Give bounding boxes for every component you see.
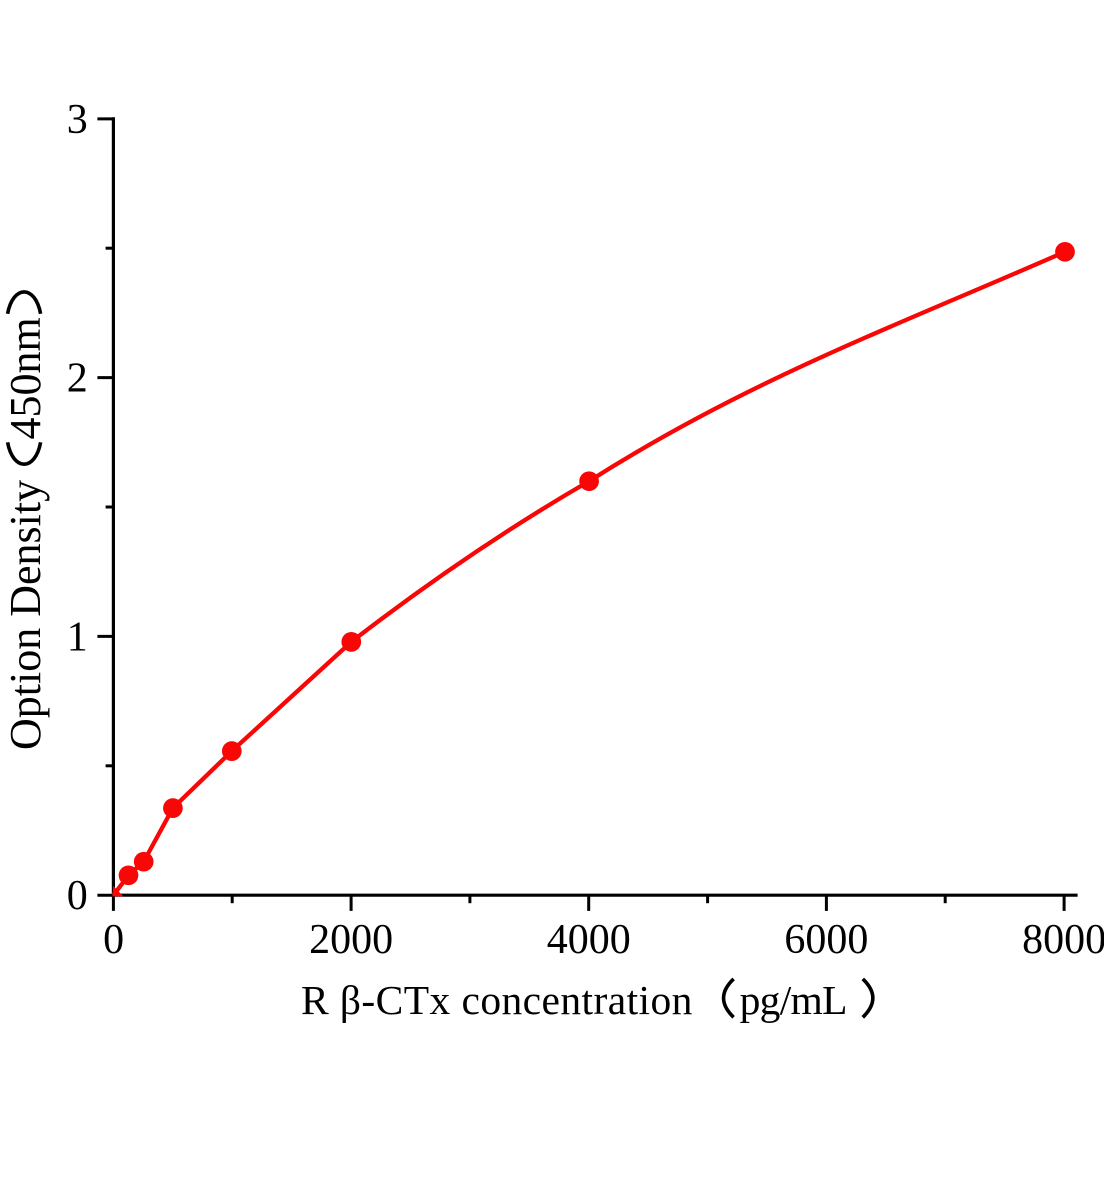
svg-text:Option Density: Option Density: [1, 480, 50, 750]
svg-text:1: 1: [67, 614, 88, 660]
svg-text:4000: 4000: [547, 917, 631, 963]
svg-text:450nm: 450nm: [1, 317, 50, 439]
svg-text:3: 3: [67, 97, 88, 143]
svg-text:2000: 2000: [309, 917, 393, 963]
svg-text:0: 0: [103, 917, 124, 963]
svg-text:pg/mL: pg/mL: [740, 977, 847, 1023]
svg-text:2: 2: [67, 356, 88, 402]
svg-text:R β-CTx concentration: R β-CTx concentration: [301, 977, 693, 1023]
svg-text:0: 0: [67, 873, 88, 919]
svg-text:6000: 6000: [784, 917, 868, 963]
svg-text:8000: 8000: [1022, 917, 1104, 963]
